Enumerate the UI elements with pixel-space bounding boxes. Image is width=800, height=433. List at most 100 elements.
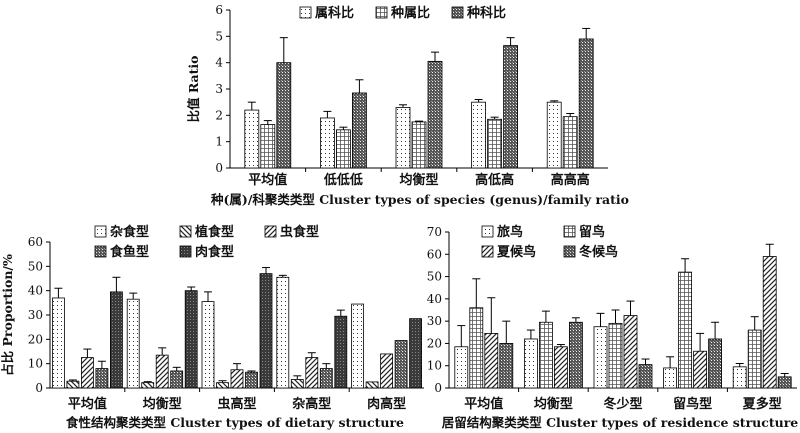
- bar: [155, 354, 169, 389]
- legend-swatch: [563, 245, 576, 258]
- bar: [569, 321, 583, 389]
- category-label: 均衡型: [534, 396, 573, 412]
- bar: [81, 357, 94, 389]
- category-label: 杂高型: [292, 396, 331, 412]
- bar: [351, 303, 365, 389]
- y-tick-label: 50: [427, 270, 442, 284]
- y-tick-label: 30: [28, 308, 43, 322]
- legend-swatch: [264, 225, 277, 238]
- category-label: 平均值: [248, 172, 287, 188]
- bar: [663, 367, 677, 389]
- bar: [524, 338, 538, 389]
- bar: [305, 357, 319, 389]
- bar: [380, 353, 394, 389]
- bar: [216, 382, 229, 389]
- bar: [503, 45, 519, 169]
- y-tick-label: 70: [427, 225, 442, 239]
- x-axis-title: 居留结构聚类类型 Cluster types of residence stru…: [442, 415, 799, 430]
- bar: [454, 346, 469, 389]
- legend-label: 杂食型: [110, 224, 149, 240]
- x-axis-title: 种(属)/科聚类类型 Cluster types of species (gen…: [210, 192, 629, 207]
- bar: [52, 297, 65, 389]
- y-tick-label: 0: [434, 381, 442, 395]
- bar: [319, 368, 333, 389]
- bar: [539, 321, 553, 389]
- bar: [110, 291, 123, 389]
- bar: [409, 318, 423, 389]
- panel-species-ratio: 0 1 2 3 4 5 6 平均值 低低低 均衡型 高低高 高高高 比值 Ratio 种(属)/科聚类类型…: [186, 3, 629, 207]
- legend-label: 植食型: [194, 224, 234, 240]
- category-label: 夏多型: [742, 396, 782, 412]
- bar: [230, 369, 244, 389]
- y-tick-label: 6: [215, 3, 223, 17]
- bar: [593, 326, 608, 389]
- bar: [487, 118, 503, 169]
- bar: [170, 370, 184, 389]
- bar: [638, 364, 653, 389]
- bar: [334, 315, 348, 389]
- bar: [411, 121, 427, 169]
- legend-swatch: [563, 225, 576, 238]
- legend-label: 留鸟: [579, 224, 605, 240]
- bar: [623, 315, 638, 389]
- legend-label: 肉食型: [195, 244, 234, 260]
- legend-swatch: [94, 225, 107, 238]
- bar: [678, 271, 692, 389]
- y-axis-title: 比值 Ratio: [186, 56, 201, 123]
- bar: [427, 60, 443, 169]
- panel-dietary-structure: 0 10 20 30 40 50 60 平均值 均衡型 虫高型 杂高型 肉高型 占比 Proportio…: [0, 224, 424, 430]
- legend-swatch: [179, 225, 192, 238]
- legend-label: 旅鸟: [497, 224, 523, 240]
- category-label: 均衡型: [143, 396, 182, 412]
- bar: [141, 382, 155, 389]
- category-label: 留鸟型: [673, 396, 712, 412]
- y-tick-label: 40: [427, 292, 442, 306]
- legend-swatch: [481, 225, 494, 238]
- y-tick-label: 1: [215, 135, 223, 149]
- bar: [276, 276, 290, 389]
- y-tick-label: 60: [28, 235, 43, 249]
- bar: [777, 376, 792, 389]
- x-axis-title: 食性结构聚类类型 Cluster types of dietary struct…: [65, 415, 404, 430]
- y-tick-label: 10: [28, 357, 43, 371]
- legend-swatch: [375, 6, 388, 19]
- y-tick-label: 0: [35, 381, 43, 395]
- category-label: 冬少型: [603, 396, 642, 412]
- legend-swatch: [451, 6, 464, 19]
- category-label: 低低低: [323, 172, 363, 188]
- bar: [201, 301, 215, 389]
- bar: [554, 346, 568, 389]
- category-label: 均衡型: [399, 172, 438, 188]
- category-label: 虫高型: [217, 396, 256, 412]
- y-tick-label: 4: [215, 56, 223, 70]
- legend-swatch: [481, 245, 494, 258]
- bar: [578, 38, 594, 169]
- y-tick-label: 30: [427, 314, 442, 328]
- bar: [693, 350, 707, 389]
- legend-label: 食鱼型: [110, 244, 149, 260]
- y-tick-label: 50: [28, 259, 43, 273]
- legend-label: 属科比: [315, 5, 354, 21]
- bar: [732, 366, 747, 389]
- bar: [395, 107, 411, 169]
- bar: [351, 92, 367, 169]
- legend-swatch: [299, 6, 312, 19]
- bar: [260, 124, 276, 169]
- bar: [184, 290, 198, 389]
- legend-label: 冬候鸟: [579, 244, 618, 260]
- y-axis-title: 占比 Proportion/%: [0, 254, 15, 376]
- bar: [66, 380, 80, 389]
- legend-label: 种科比: [466, 5, 506, 21]
- bar: [562, 116, 578, 169]
- y-tick-label: 20: [427, 336, 442, 350]
- bar: [126, 298, 140, 389]
- category-label: 高高高: [551, 172, 590, 188]
- y-tick-label: 3: [215, 82, 223, 96]
- bar: [471, 101, 487, 169]
- bar: [708, 338, 722, 389]
- y-tick-label: 10: [427, 359, 442, 373]
- legend-label: 种属比: [390, 5, 430, 21]
- category-label: 肉高型: [367, 396, 406, 412]
